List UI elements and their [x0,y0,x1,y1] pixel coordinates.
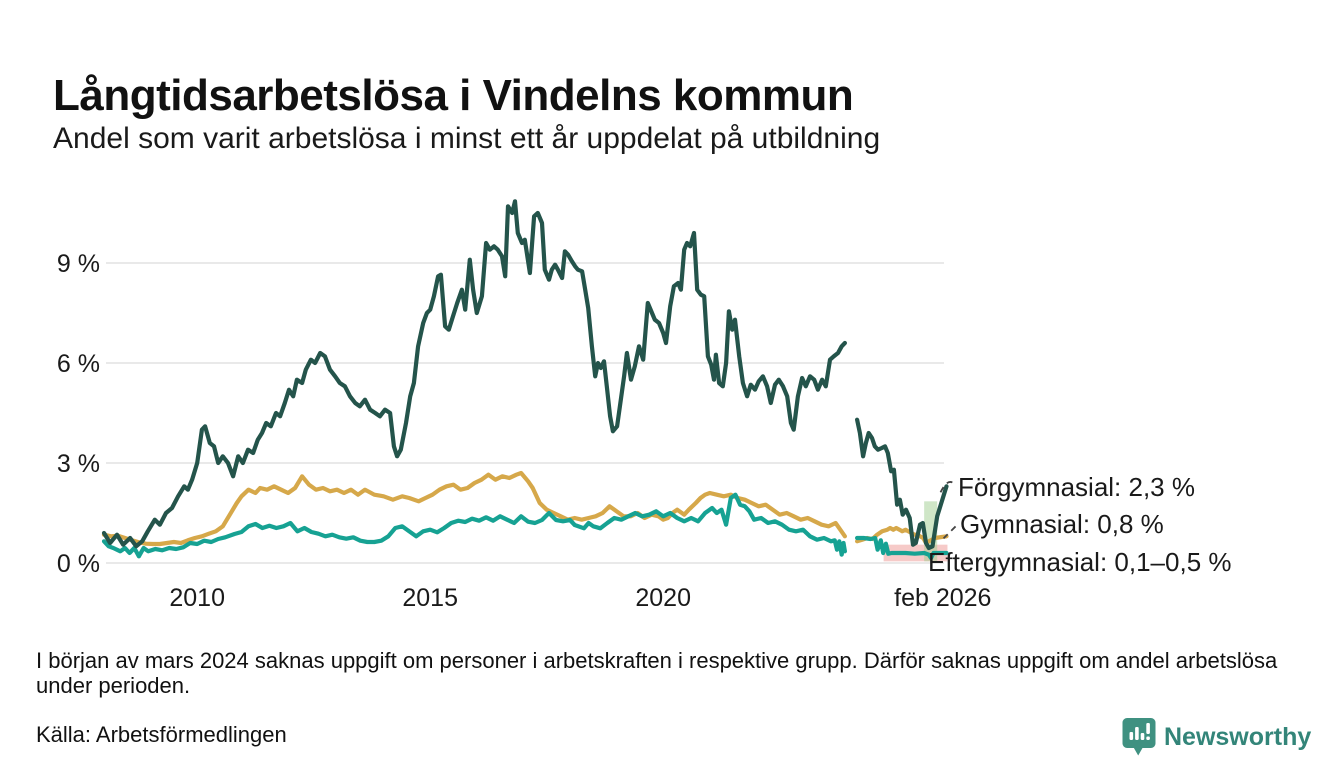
series-line-förgymnasial [101,199,949,551]
y-tick-label: 6 % [57,350,100,378]
data-gap-footnote: I början av mars 2024 saknas uppgift om … [36,648,1278,698]
y-tick-label: 0 % [57,550,100,578]
page-title: Långtidsarbetslösa i Vindelns kommun [53,71,854,121]
x-tick-label: 2010 [169,584,225,612]
source-attribution: Källa: Arbetsförmedlingen [36,722,287,747]
series-end-label-eftergymnasial: Eftergymnasial: 0,1–0,5 % [928,547,1232,577]
newsworthy-pin-barchart-icon [1122,717,1156,757]
x-tick-label: feb 2026 [894,584,991,612]
connector-forgymnasial [939,481,956,493]
series-line-eftergymnasial [101,492,949,561]
series-end-label-forgymnasial: Förgymnasial: 2,3 % [958,472,1195,502]
y-tick-label: 9 % [57,250,100,278]
y-tick-label: 3 % [57,450,100,478]
newsworthy-logo-text: Newsworthy [1164,722,1312,751]
x-tick-label: 2015 [402,584,458,612]
x-tick-label: 2020 [635,584,691,612]
connector-gymnasial [942,524,958,539]
newsworthy-logo: Newsworthy [1122,716,1311,758]
series-end-label-gymnasial: Gymnasial: 0,8 % [960,509,1164,539]
page-subtitle: Andel som varit arbetslösa i minst ett å… [53,122,881,155]
